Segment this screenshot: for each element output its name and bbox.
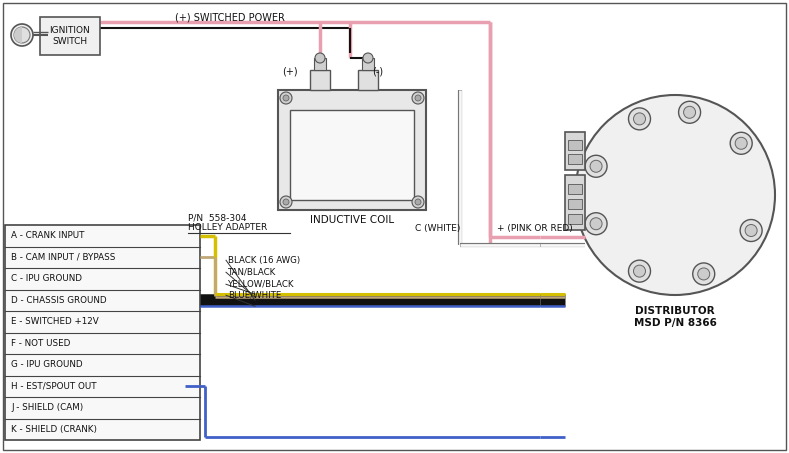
Circle shape [412,92,424,104]
Bar [314,58,326,70]
Text: YELLOW/BLACK: YELLOW/BLACK [228,280,294,289]
Bar [565,175,585,230]
Text: TAN/BLACK: TAN/BLACK [228,268,276,277]
Circle shape [280,92,292,104]
Bar [40,17,100,55]
Text: P/N  558-304: P/N 558-304 [188,213,246,222]
Circle shape [683,106,696,118]
Circle shape [315,53,325,63]
Circle shape [415,95,421,101]
Circle shape [697,268,710,280]
Circle shape [283,95,289,101]
Circle shape [634,265,645,277]
Text: F - NOT USED: F - NOT USED [11,339,70,348]
Bar [310,70,330,90]
Bar [358,70,378,90]
Circle shape [585,213,607,235]
Bar [362,58,374,70]
Circle shape [735,137,747,149]
Bar [568,140,582,150]
Circle shape [280,196,292,208]
Circle shape [14,27,30,43]
Text: HOLLEY ADAPTER: HOLLEY ADAPTER [188,223,267,232]
Circle shape [590,218,602,230]
Text: BLUE/WHITE: BLUE/WHITE [228,291,282,300]
Circle shape [634,113,645,125]
Text: (+) SWITCHED POWER: (+) SWITCHED POWER [175,13,285,23]
Text: H - EST/SPOUT OUT: H - EST/SPOUT OUT [11,382,96,391]
Circle shape [730,132,752,154]
Bar [568,184,582,194]
Circle shape [693,263,715,285]
Text: C - IPU GROUND: C - IPU GROUND [11,274,82,283]
Bar [568,154,582,164]
Circle shape [11,24,33,46]
Circle shape [679,101,701,123]
Text: E - SWITCHED +12V: E - SWITCHED +12V [11,317,99,326]
Wedge shape [14,27,22,43]
Circle shape [629,108,650,130]
Circle shape [283,199,289,205]
Text: IGNITION
SWITCH: IGNITION SWITCH [50,26,91,46]
Text: G - IPU GROUND: G - IPU GROUND [11,360,83,369]
Text: (-): (-) [372,67,383,77]
Circle shape [629,260,650,282]
Circle shape [363,53,373,63]
Bar [568,199,582,209]
Bar [565,132,585,170]
Circle shape [740,220,762,241]
Text: J - SHIELD (CAM): J - SHIELD (CAM) [11,403,84,412]
Text: (+): (+) [282,67,298,77]
Bar [278,90,426,210]
Circle shape [590,160,602,172]
Bar [5,225,200,440]
Text: K - SHIELD (CRANK): K - SHIELD (CRANK) [11,425,97,434]
Circle shape [745,225,757,236]
Text: B - CAM INPUT / BYPASS: B - CAM INPUT / BYPASS [11,253,115,262]
Text: A - CRANK INPUT: A - CRANK INPUT [11,231,84,240]
Circle shape [585,155,607,177]
Bar [568,214,582,224]
Circle shape [415,199,421,205]
Text: BLACK (16 AWG): BLACK (16 AWG) [228,256,300,265]
Circle shape [575,95,775,295]
Text: C (WHITE): C (WHITE) [415,223,460,232]
Circle shape [412,196,424,208]
Text: INDUCTIVE COIL: INDUCTIVE COIL [310,215,394,225]
Text: D - CHASSIS GROUND: D - CHASSIS GROUND [11,296,107,305]
Text: + (PINK OR RED): + (PINK OR RED) [497,223,573,232]
Bar [290,110,414,200]
Text: DISTRIBUTOR
MSD P/N 8366: DISTRIBUTOR MSD P/N 8366 [634,306,716,328]
